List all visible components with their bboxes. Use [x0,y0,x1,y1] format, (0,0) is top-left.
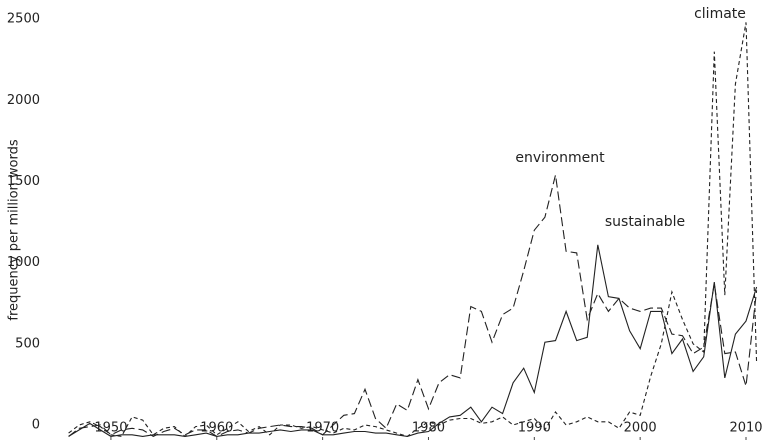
y-tick-label: 1500 [7,174,40,189]
series-line [68,22,758,438]
y-tick-label: 1000 [7,255,40,270]
x-tick-label: 2010 [729,421,762,436]
series-label: environment [515,150,605,166]
y-tick-label: 2000 [7,93,40,108]
y-tick-label: 2500 [7,12,40,27]
series-label: climate [694,6,746,22]
y-tick-label: 500 [15,336,40,351]
y-axis-title: frequency per million words [7,139,22,320]
series-line [68,244,758,437]
x-tick-label: 1960 [200,421,233,436]
x-tick-label: 1970 [306,421,339,436]
series-line [68,174,758,438]
series-label: sustainable [605,214,685,230]
x-tick-label: 2000 [624,421,657,436]
x-tick-label: 1950 [94,421,127,436]
y-tick-label: 0 [32,418,40,433]
x-tick-label: 1990 [518,421,551,436]
